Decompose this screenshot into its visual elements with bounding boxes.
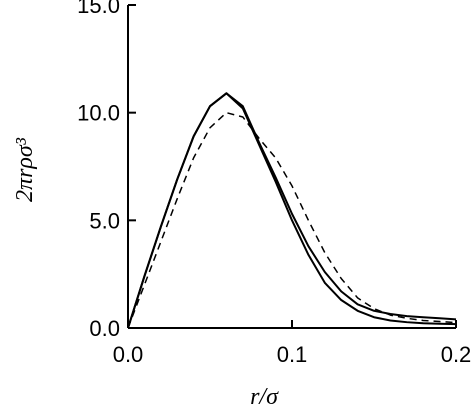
- x-axis-label: r/σ: [250, 384, 279, 410]
- y-tick-label: 10.0: [77, 101, 120, 126]
- line-series: [127, 92, 457, 329]
- y-tick-label: 15.0: [77, 0, 120, 18]
- x-tick-label: 0.0: [113, 342, 144, 367]
- y-tick-label: 0.0: [89, 316, 120, 341]
- x-tick-label: 0.1: [277, 342, 308, 367]
- line-series: [127, 111, 457, 329]
- line-series: [127, 92, 457, 329]
- y-tick-label: 5.0: [89, 208, 120, 233]
- x-tick-label: 0.2: [441, 342, 472, 367]
- y-axis-label: 2πrρσ³: [12, 137, 38, 202]
